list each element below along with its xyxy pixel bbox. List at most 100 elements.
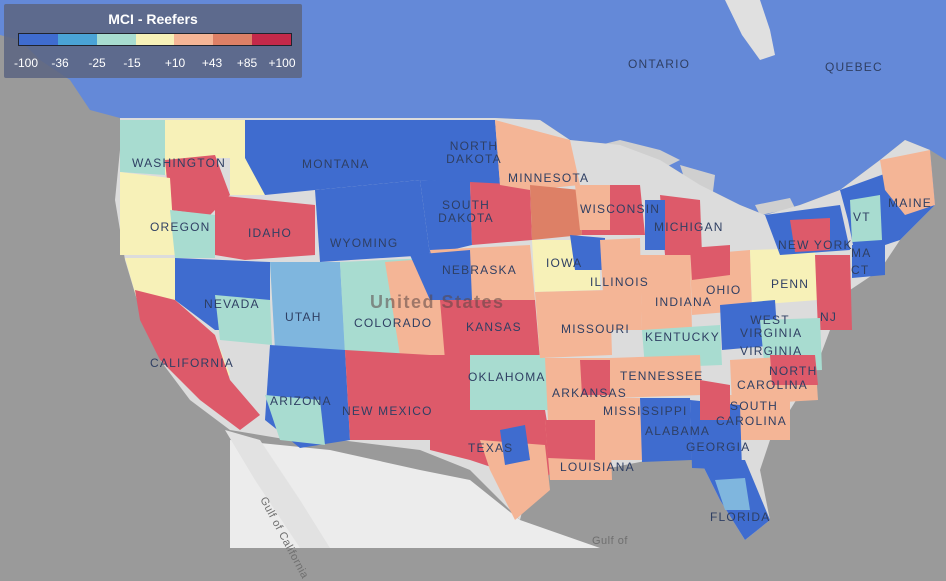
- region-ne-west: [410, 250, 472, 300]
- province-label-quebec: QUEBEC: [825, 60, 883, 74]
- state-label: NORTH: [769, 364, 818, 378]
- state-label: CT: [851, 263, 870, 277]
- mexico-land: [230, 440, 600, 548]
- region-ny-central: [790, 218, 830, 252]
- state-label: WYOMING: [330, 236, 399, 250]
- legend-tick: -15: [123, 56, 141, 70]
- region-utah: [270, 262, 345, 350]
- state-label: SOUTH DAKOTA: [438, 198, 494, 225]
- region-new-mexico: [345, 350, 430, 440]
- legend-tick: -25: [88, 56, 106, 70]
- state-label: CALIFORNIA: [150, 356, 235, 370]
- region-montana: [245, 120, 420, 195]
- state-label: TEXAS: [468, 441, 514, 455]
- legend-swatch-7: [252, 34, 292, 45]
- state-label: OHIO: [706, 283, 742, 297]
- region-tx-central: [500, 425, 530, 465]
- state-label: GEORGIA: [686, 440, 751, 454]
- region-mi-west: [645, 200, 665, 250]
- region-nj: [815, 255, 852, 330]
- state-label: IOWA: [546, 256, 583, 270]
- region-tx-east: [480, 440, 550, 520]
- state-label: MA: [851, 246, 872, 260]
- region-oh-north: [690, 245, 730, 280]
- legend-swatch-5: [174, 34, 214, 45]
- region-ia-east: [570, 235, 605, 270]
- region-nv-central: [215, 295, 272, 345]
- state-label: MONTANA: [302, 157, 370, 171]
- legend-swatch-1: [19, 34, 58, 45]
- state-label: KANSAS: [466, 320, 522, 334]
- state-label: VT: [853, 210, 871, 224]
- map-legend: MCI - Reefers -100 -36 -25 -15 +10 +43 +…: [4, 4, 302, 78]
- state-label: COLORADO: [354, 316, 433, 330]
- state-label: OREGON: [150, 220, 211, 234]
- region-missouri: [535, 290, 612, 358]
- state-label: KENTUCKY: [645, 330, 720, 344]
- legend-swatch-4: [135, 34, 175, 45]
- state-label: IDAHO: [248, 226, 293, 240]
- state-label: WEST VIRGINIA: [740, 313, 803, 340]
- region-georgia-east: [700, 380, 730, 420]
- region-kansas: [440, 300, 540, 360]
- region-alabama: [640, 398, 692, 462]
- state-label: MISSOURI: [561, 322, 630, 336]
- baja-land: [225, 430, 330, 548]
- state-label: UTAH: [285, 310, 322, 324]
- region-or-coast: [120, 172, 175, 255]
- state-label: TENNESSEE: [620, 369, 704, 383]
- region-az-south: [265, 395, 325, 445]
- james-bay: [725, 0, 775, 60]
- region-wa-central: [165, 155, 230, 215]
- state-label: OKLAHOMA: [468, 370, 546, 384]
- state-label: NEW YORK: [778, 238, 853, 252]
- region-id-south: [215, 195, 315, 260]
- state-label: FLORIDA: [710, 510, 771, 524]
- state-label: MICHIGAN: [654, 220, 724, 234]
- legend-swatch-2: [57, 34, 97, 45]
- state-label: PENN: [771, 277, 810, 291]
- state-label: MISSISSIPPI: [603, 404, 688, 418]
- state-label: CAROLINA: [716, 414, 787, 428]
- region-or-central: [170, 210, 215, 258]
- region-florida-central: [715, 478, 750, 510]
- region-ca-valley: [135, 290, 260, 430]
- province-label-ontario: ONTARIO: [628, 57, 691, 71]
- state-label: INDIANA: [655, 295, 713, 309]
- state-label: ARIZONA: [270, 394, 332, 408]
- legend-tick: +10: [164, 56, 186, 70]
- state-label: NEVADA: [204, 297, 260, 311]
- country-label: United States: [370, 292, 505, 312]
- legend-title: MCI - Reefers: [108, 11, 198, 27]
- state-label: NJ: [820, 310, 838, 324]
- state-label: ALABAMA: [645, 424, 711, 438]
- region-indiana: [640, 255, 692, 330]
- region-nd: [420, 120, 500, 185]
- region-la-south: [545, 420, 595, 460]
- state-label: SOUTH: [730, 399, 778, 413]
- region-sd: [420, 180, 472, 255]
- legend-tick: +85: [236, 56, 258, 70]
- region-ct: [852, 245, 885, 278]
- region-mn-south: [530, 185, 582, 240]
- region-nc-east: [770, 355, 818, 385]
- water-label-gulf: Gulf of: [592, 535, 628, 547]
- region-wa-coast: [120, 120, 165, 175]
- reefer-market-map[interactable]: [0, 0, 946, 548]
- region-minnesota: [495, 120, 580, 190]
- region-wyoming: [315, 180, 430, 262]
- state-label: ARKANSAS: [552, 386, 627, 400]
- state-label: MINNESOTA: [508, 171, 590, 185]
- region-vt: [850, 195, 882, 242]
- region-ar-east: [580, 360, 610, 395]
- region-wi-west: [575, 185, 610, 230]
- legend-tick: -100: [13, 56, 39, 70]
- region-penn: [750, 248, 818, 305]
- state-label: WISCONSIN: [580, 202, 661, 216]
- state-label: LOUISIANA: [560, 460, 635, 474]
- state-label: ILLINOIS: [590, 275, 649, 289]
- legend-color-bar: [18, 33, 292, 46]
- legend-swatch-6: [213, 34, 253, 45]
- region-michigan: [660, 195, 702, 255]
- state-label: VIRGINIA: [740, 344, 803, 358]
